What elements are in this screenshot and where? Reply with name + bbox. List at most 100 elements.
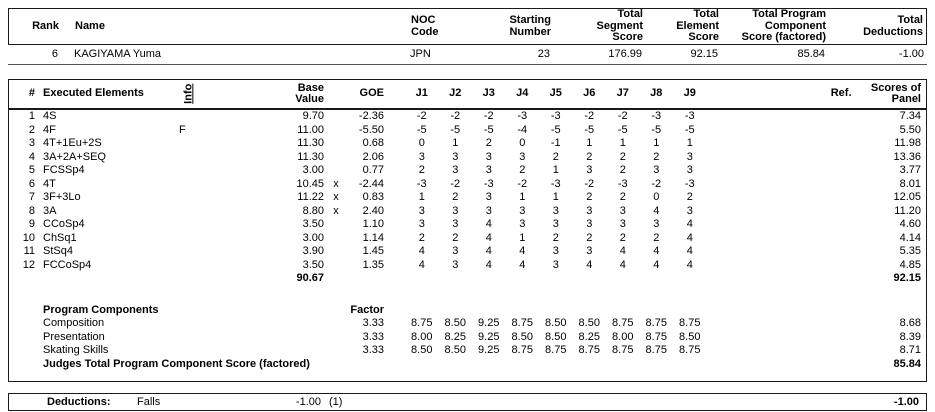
element-name: ChSq1 [43,231,77,244]
judge-score: 3 [452,150,459,163]
component-name: Composition [43,317,105,329]
element-number: 7 [28,191,35,203]
goe-value: 1.10 [362,218,384,230]
judge-score: 4 [485,231,492,244]
judge-component-score: 8.50 [444,317,466,329]
judge-score: 3 [552,258,559,271]
component-row: Presentation 3.33 8.00 8.25 9.25 8.50 8.… [9,331,926,345]
judge-score: 1 [653,137,660,149]
judge-score: 4 [485,245,492,257]
panel-score: 7.34 [899,110,921,122]
judge-component-score: 8.50 [545,330,567,343]
judge-score: 1 [452,137,459,149]
judge-score: 4 [519,258,526,271]
judge-score: 1 [519,231,526,244]
judge-component-score: 8.75 [511,317,533,329]
judge-score: -3 [684,177,695,190]
deduction-reason: Falls [137,396,161,408]
judge-score: 2 [552,150,559,163]
ref-header: Ref. [830,87,852,100]
info-header: Info [182,83,195,105]
athlete-component-score: 85.84 [797,48,825,60]
credit-marker: x [333,204,339,217]
judge-score: 1 [519,191,526,203]
judge-score: 1 [552,191,559,203]
panel-score: 3.77 [899,164,921,176]
judge-score: 3 [452,245,459,257]
base-value: 3.50 [302,218,324,230]
deductions-row: Deductions: Falls -1.00 (1) -1.00 [9,394,926,410]
judge-score: 1 [686,137,693,149]
total-element-score: 92.15 [893,272,921,284]
judge-score: 3 [686,150,693,163]
base-value: 8.80 [302,204,324,217]
judge-component-score: 9.25 [478,317,500,329]
judge-component-score: 8.50 [444,344,466,356]
number-header: # [28,87,35,100]
judge-score: 2 [418,231,425,244]
factor-header: Factor [350,303,384,316]
panel-score: 4.85 [899,258,921,271]
judge-score: 0 [519,137,526,149]
component-panel-score: 8.71 [899,344,921,356]
panel-score: 13.36 [893,150,921,163]
judge-score: 4 [686,218,693,230]
base-value: 11.30 [297,137,324,149]
credit-marker: x [333,177,339,190]
judge-score: -5 [416,123,427,136]
judge-score: 0 [418,137,425,149]
judge-score: 3 [418,204,425,217]
judge-score: 3 [686,204,693,217]
element-row: 2 4F F 11.00 -5.50 -5 -5 -5 -4 -5 -5 -5 … [9,124,926,138]
judge-component-score: 8.75 [545,344,567,356]
judge-score: 2 [586,191,593,203]
judge-score: 4 [586,258,593,271]
judge-score: 2 [519,164,526,176]
goe-value: 1.35 [362,258,384,271]
element-row: 3 4T+1Eu+2S 11.30 0.68 0 1 2 0 -1 1 1 1 … [9,137,926,151]
judge-score: -3 [483,177,494,190]
totals-row: 90.67 92.15 [9,272,926,286]
judge-score: 3 [552,218,559,230]
judge-score: 3 [653,164,660,176]
judge-score: -3 [517,110,528,122]
judge-score: 4 [686,258,693,271]
component-factor: 3.33 [362,344,384,356]
deductions-header: Total Deductions [863,14,923,38]
athlete-name: KAGIYAMA Yuma [74,48,162,60]
element-row: 1 4S 9.70 -2.36 -2 -2 -2 -3 -3 -2 -2 -3 … [9,110,926,124]
judge-component-score: 9.25 [478,330,500,343]
judge-score: 3 [619,218,626,230]
judge-score: 3 [586,204,593,217]
element-row: 12 FCCoSp4 3.50 1.35 4 3 4 4 3 4 4 4 4 [9,259,926,273]
judge-score: 3 [552,204,559,217]
judge-score: -5 [483,123,494,136]
judge-header-j8: J8 [650,87,663,100]
judge-score: 4 [485,258,492,271]
judge-score: -2 [584,110,595,122]
judge-score: -3 [550,177,561,190]
goe-value: -5.50 [358,123,384,136]
judge-score: -2 [483,110,494,122]
judge-component-score: 8.75 [679,317,701,329]
judge-score: -3 [416,177,427,190]
elements-header-row: # Executed Elements Info Base Value GOE … [9,80,926,110]
judge-score: 2 [586,231,593,244]
judge-score: 2 [653,150,660,163]
judge-score: 2 [452,191,459,203]
athlete-rank: 6 [51,48,58,60]
judge-score: 1 [619,137,626,149]
judge-score: 3 [485,164,492,176]
goe-value: 0.68 [362,137,384,149]
components-header-row: Program Components Factor [9,304,926,318]
component-panel-score: 8.39 [899,330,921,343]
judge-component-score: 8.00 [411,330,433,343]
element-number: 8 [28,204,35,217]
judge-score: 2 [418,164,425,176]
judge-score: 2 [619,191,626,203]
athlete-segment-score: 176.99 [608,48,642,60]
panel-score: 5.50 [899,123,921,136]
judge-score: -3 [550,110,561,122]
component-name: Presentation [43,330,105,343]
judge-header-j6: J6 [583,87,596,100]
